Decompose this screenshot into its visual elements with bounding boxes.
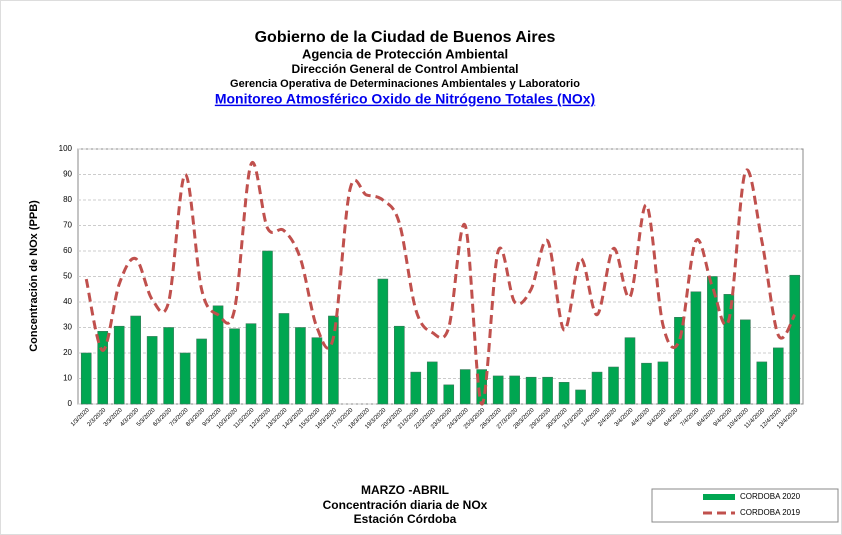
header-line: Gerencia Operativa de Determinaciones Am… (230, 78, 580, 90)
bar (245, 323, 257, 405)
footer-line: MARZO -ABRIL (361, 483, 449, 497)
bar (558, 382, 570, 405)
y-tick-label: 50 (63, 272, 72, 281)
header-title: Gobierno de la Ciudad de Buenos Aires (255, 29, 556, 46)
y-tick-label: 20 (63, 348, 72, 357)
header-line: Dirección General de Control Ambiental (292, 62, 519, 76)
legend-label: CORDOBA 2020 (740, 492, 801, 501)
bar (657, 361, 669, 405)
bar (328, 315, 339, 405)
bar (196, 338, 207, 405)
bar (130, 315, 141, 405)
bar (426, 361, 438, 405)
y-tick-label: 0 (68, 399, 73, 408)
bar (278, 313, 290, 405)
legend-label: CORDOBA 2019 (740, 508, 801, 517)
y-tick-label: 70 (63, 221, 72, 230)
bar (179, 352, 191, 405)
bar (377, 278, 389, 405)
y-tick-label: 10 (63, 374, 72, 383)
bar (443, 384, 455, 405)
bar (229, 328, 240, 405)
bar (295, 327, 306, 405)
bar (723, 294, 735, 405)
footer-line: Estación Córdoba (354, 512, 457, 526)
bar (575, 389, 586, 405)
header-line: Agencia de Protección Ambiental (302, 46, 508, 61)
bar (459, 369, 471, 405)
bar (311, 337, 323, 405)
bar (608, 366, 619, 405)
bar (113, 325, 125, 405)
footer-line: Concentración diaria de NOx (323, 498, 488, 512)
bar (542, 376, 553, 405)
y-tick-label: 40 (63, 297, 72, 306)
y-axis-label: Concentración de NOx (PPB) (28, 200, 40, 352)
bar (492, 375, 504, 405)
y-tick-label: 100 (59, 144, 73, 153)
bar (509, 375, 520, 405)
y-tick-label: 80 (63, 195, 72, 204)
y-tick-label: 60 (63, 246, 72, 255)
bar (80, 352, 92, 405)
y-tick-label: 90 (63, 170, 72, 179)
line (84, 160, 797, 406)
bar (674, 316, 685, 405)
legend (651, 488, 839, 523)
bar (146, 336, 158, 405)
header-link[interactable]: Monitoreo Atmosférico Oxido de Nitrógeno… (215, 91, 595, 107)
bar (707, 276, 718, 405)
bar (262, 250, 273, 405)
bar (212, 305, 224, 405)
bar (740, 319, 751, 405)
bar (624, 337, 636, 405)
bar (525, 376, 537, 405)
bar (772, 347, 784, 405)
bar (756, 361, 768, 405)
bar (97, 331, 109, 405)
bar (163, 327, 174, 405)
bar (789, 274, 801, 405)
y-tick-label: 30 (63, 323, 72, 332)
bar (410, 371, 422, 405)
bar (591, 371, 603, 405)
bar (394, 325, 405, 405)
bar (641, 362, 652, 405)
legend-swatch (703, 494, 735, 500)
bar (690, 291, 702, 405)
